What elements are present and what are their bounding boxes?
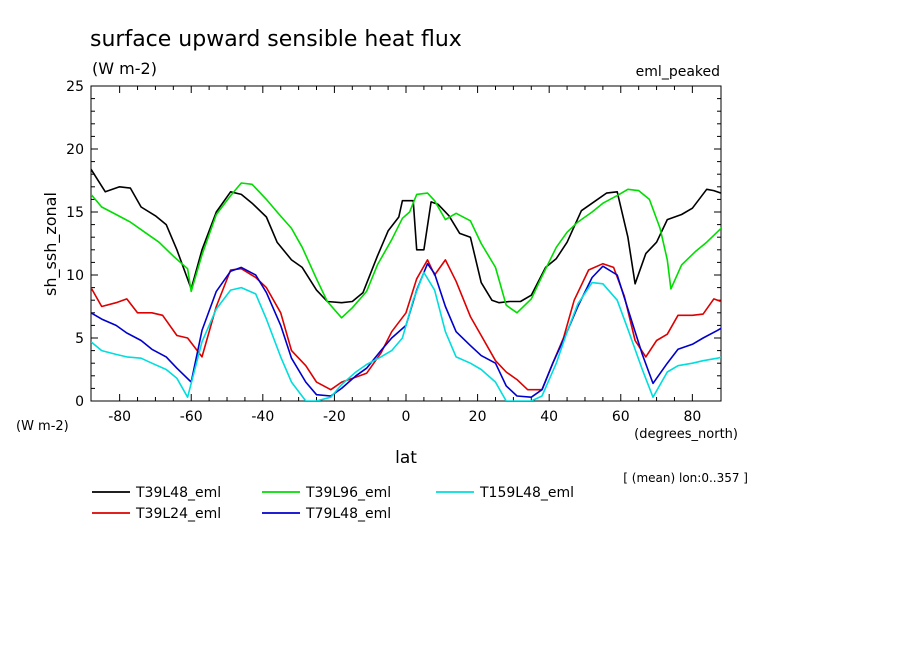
- y-axis: 0 5 10 15 20 25: [66, 79, 721, 410]
- x-axis: -80 -60 -40 -20 0 20 40 60 80: [108, 86, 701, 425]
- series-line-T39L48_eml: [91, 168, 721, 304]
- y-tick-label: 15: [66, 205, 84, 221]
- series-line-T39L96_eml: [91, 182, 721, 319]
- x-tick-label: 0: [402, 409, 411, 425]
- x-tick-label: -60: [180, 409, 203, 425]
- y-axis-units: (W m-2): [16, 419, 69, 434]
- x-tick-label: -40: [251, 409, 274, 425]
- experiment-label: eml_peaked: [636, 64, 720, 80]
- averaging-note: [ (mean) lon:0..357 ]: [623, 471, 748, 485]
- x-tick-label: -80: [108, 409, 131, 425]
- legend-label: T79L48_eml: [305, 506, 391, 522]
- x-axis-units: (degrees_north): [634, 427, 738, 442]
- legend: T39L48_eml T39L24_eml T39L96_eml T79L48_eml…: [92, 485, 574, 522]
- x-axis-label: lat: [395, 448, 417, 468]
- chart-title: surface upward sensible heat flux: [90, 27, 462, 52]
- y-tick-label: 25: [66, 79, 84, 95]
- chart-subtitle: (W m-2): [92, 59, 157, 78]
- x-tick-label: 20: [469, 409, 487, 425]
- legend-label: T39L96_eml: [305, 485, 391, 501]
- series-lines: [91, 168, 721, 401]
- plot-frame: [90, 85, 722, 402]
- legend-label: T39L48_eml: [135, 485, 221, 501]
- y-tick-label: 5: [75, 331, 84, 347]
- legend-label: T159L48_eml: [479, 485, 574, 501]
- y-tick-label: 10: [66, 268, 84, 284]
- y-tick-label: 20: [66, 142, 84, 158]
- series-line-T159L48_eml: [91, 271, 721, 401]
- y-tick-label: 0: [75, 394, 84, 410]
- series-line-T79L48_eml: [91, 262, 721, 399]
- y-axis-label: sh_ssh_zonal: [41, 192, 61, 296]
- x-tick-label: 60: [612, 409, 630, 425]
- x-tick-label: 40: [540, 409, 558, 425]
- x-tick-label: 80: [683, 409, 701, 425]
- x-tick-label: -20: [323, 409, 346, 425]
- legend-label: T39L24_eml: [135, 506, 221, 522]
